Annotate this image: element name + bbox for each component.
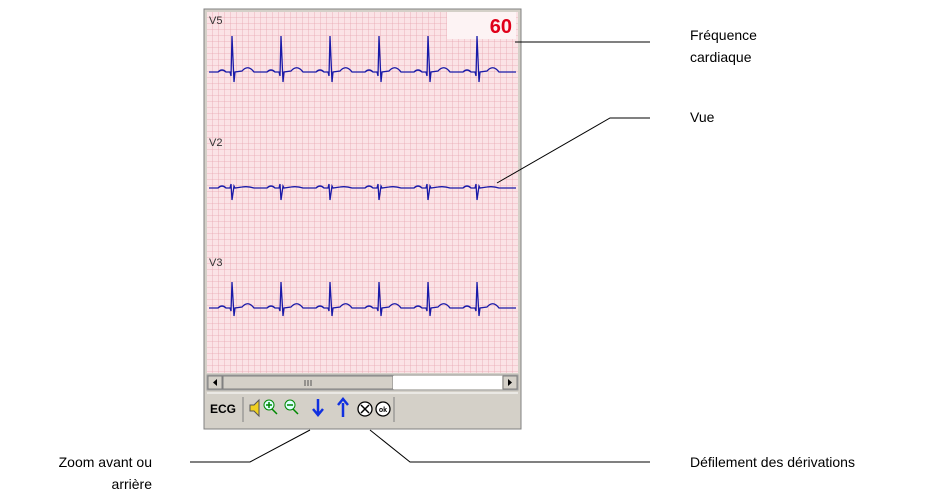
ecg-traces: [209, 35, 516, 317]
heart-rate-box: [447, 12, 516, 39]
scroll-down-button[interactable]: [312, 399, 324, 417]
zoom-out-button[interactable]: [284, 399, 299, 415]
toolbar: ECG ok: [207, 392, 518, 422]
ecg-trace: [209, 35, 516, 83]
ecg-trace: [209, 183, 516, 201]
annotation: cardiaque: [690, 49, 752, 65]
lead-label: V5: [209, 15, 222, 27]
annotation: Vue: [690, 109, 715, 125]
heart-rate: 60: [490, 16, 512, 38]
annotation: arrière: [112, 476, 153, 492]
ecg-trace: [209, 281, 516, 317]
annotation: Zoom avant ou: [59, 454, 152, 470]
svg-text:ok: ok: [379, 407, 387, 414]
lead-label: V3: [209, 257, 222, 269]
lead-label: V2: [209, 137, 222, 149]
sound-button[interactable]: [249, 398, 260, 418]
ecg-grid: [207, 12, 518, 373]
leader-lines: [190, 41, 650, 463]
scrollbar[interactable]: [206, 374, 519, 391]
close-button[interactable]: [357, 401, 373, 417]
toolbar-label: ECG: [210, 402, 236, 416]
zoom-in-button[interactable]: [263, 399, 278, 415]
annotation: Fréquence: [690, 27, 757, 43]
annotation: Défilement des dérivations: [690, 454, 855, 470]
ok-button[interactable]: ok: [375, 401, 391, 417]
scroll-up-button[interactable]: [337, 397, 349, 417]
